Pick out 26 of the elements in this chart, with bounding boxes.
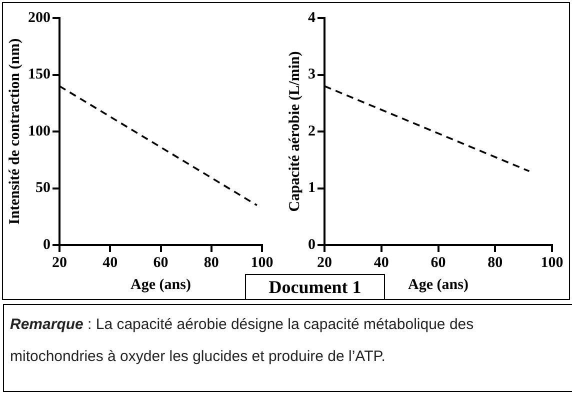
text: Remarque : La capacité aérobie désigne la capacité métabolique des mitochondries à oxyder les glucides et produire de l’ATP. bbox=[10, 316, 474, 365]
y-tick-label: 150 bbox=[28, 66, 50, 83]
y-tick-label: 3 bbox=[308, 66, 316, 83]
x-tick-label: 60 bbox=[153, 254, 168, 271]
y-tick-label: 0 bbox=[308, 236, 316, 253]
y-tick-label: 2 bbox=[308, 123, 316, 140]
text: Document 1 bbox=[245, 274, 385, 300]
y-tick-label: 1 bbox=[308, 180, 316, 196]
y-tick-label: 50 bbox=[36, 180, 50, 196]
x-tick-label: 100 bbox=[540, 254, 564, 271]
x-tick-label: 80 bbox=[488, 254, 503, 271]
x-tick-label: 60 bbox=[430, 254, 446, 271]
x-tick-label: 20 bbox=[317, 254, 332, 271]
y-tick-label: 4 bbox=[308, 10, 316, 26]
x-tick-label: 100 bbox=[250, 254, 274, 271]
x-axis-title: Age (ans) bbox=[408, 276, 468, 293]
y-axis-title: Capacité aérobie (L/min) bbox=[286, 51, 303, 212]
x-tick-label: 20 bbox=[52, 254, 67, 271]
x-tick-label: 80 bbox=[204, 254, 219, 271]
y-tick-label: 200 bbox=[28, 10, 50, 26]
x-axis-title: Age (ans) bbox=[130, 276, 191, 293]
y-tick-label: 100 bbox=[28, 123, 50, 140]
y-axis-title: Intensité de contraction (nm) bbox=[6, 38, 23, 225]
x-tick-label: 40 bbox=[102, 254, 118, 271]
x-tick-label: 40 bbox=[374, 254, 389, 271]
y-tick-label: 0 bbox=[43, 236, 50, 253]
